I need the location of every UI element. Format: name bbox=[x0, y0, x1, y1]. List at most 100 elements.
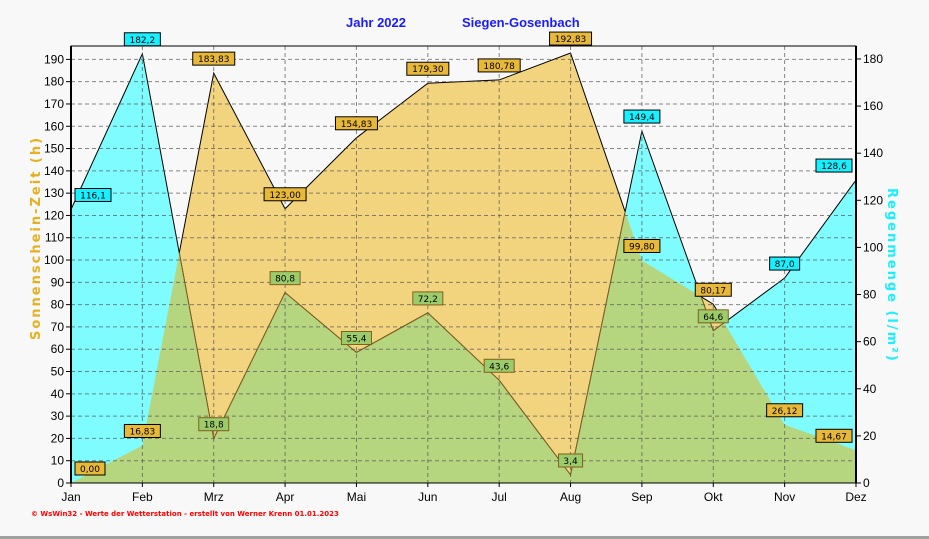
data-label-box bbox=[123, 32, 161, 47]
y-tick-label: 180 bbox=[44, 75, 64, 89]
data-label-text: 80,17 bbox=[700, 286, 726, 296]
y-axis-label: Sonnenschein-Zeit (h) bbox=[29, 136, 44, 340]
y-tick-label: 110 bbox=[45, 231, 64, 245]
data-label-box bbox=[334, 116, 378, 131]
data-label-text: 180,78 bbox=[483, 62, 515, 72]
data-label-box bbox=[263, 187, 307, 202]
sunshine-data-label: 183,83 bbox=[192, 51, 236, 66]
data-label-box bbox=[192, 51, 236, 66]
x-tick-label: Nov bbox=[774, 490, 795, 504]
data-label-box bbox=[74, 187, 112, 202]
data-label-box bbox=[483, 358, 515, 373]
data-label-text: 179,30 bbox=[412, 65, 444, 75]
data-label-text: 128,6 bbox=[821, 162, 847, 172]
data-labels: 0,00 16,83 183,83 123,00 154,83 179,30 180,78 1… bbox=[74, 31, 853, 476]
sunshine-data-label: 80,17 bbox=[694, 282, 732, 297]
sunshine-data-label: 180,78 bbox=[477, 58, 521, 73]
x-tick-label: Jan bbox=[61, 490, 80, 504]
y2-tick-label: 40 bbox=[863, 382, 877, 396]
y-tick-label: 50 bbox=[51, 365, 65, 379]
rain-data-label: 72,2 bbox=[412, 291, 444, 306]
data-label-text: 26,12 bbox=[772, 407, 798, 417]
rain-data-label: 87,0 bbox=[769, 256, 801, 271]
sunshine-data-label: 14,67 bbox=[815, 428, 853, 443]
y-tick-label: 100 bbox=[44, 253, 64, 267]
data-label-box bbox=[477, 58, 521, 73]
data-label-text: 116,1 bbox=[80, 191, 106, 201]
data-label-box bbox=[766, 403, 804, 418]
sunshine-data-label: 0,00 bbox=[74, 461, 106, 476]
data-label-text: 182,2 bbox=[129, 36, 155, 46]
data-label-box bbox=[815, 428, 853, 443]
y-tick-label: 140 bbox=[44, 164, 64, 178]
rain-data-label: 64,6 bbox=[697, 309, 729, 324]
data-label-text: 192,83 bbox=[555, 35, 587, 45]
y2-tick-label: 60 bbox=[863, 335, 877, 349]
data-label-box bbox=[198, 417, 230, 432]
data-label-box bbox=[123, 423, 161, 438]
y-tick-label: 60 bbox=[51, 342, 65, 356]
data-label-text: 123,00 bbox=[269, 191, 301, 201]
data-label-text: 87,0 bbox=[775, 260, 795, 270]
y-tick-label: 150 bbox=[44, 142, 64, 156]
sunshine-data-label: 192,83 bbox=[549, 31, 593, 46]
data-label-text: 18,8 bbox=[204, 421, 224, 431]
data-label-box bbox=[269, 271, 301, 286]
chart-title: Jahr 2022 bbox=[346, 15, 406, 30]
data-label-text: 55,4 bbox=[346, 334, 366, 344]
rain-data-label: 149,4 bbox=[623, 109, 661, 124]
y-tick-label: 130 bbox=[44, 186, 64, 200]
y2-tick-label: 120 bbox=[863, 193, 883, 207]
y2-tick-label: 20 bbox=[863, 429, 877, 443]
data-label-box bbox=[412, 291, 444, 306]
y-tick-label: 70 bbox=[51, 320, 65, 334]
chart-subtitle: Siegen-Gosenbach bbox=[462, 15, 580, 30]
data-label-text: 154,83 bbox=[341, 120, 373, 130]
y-tick-label: 120 bbox=[44, 208, 64, 222]
rain-data-label: 182,2 bbox=[123, 32, 161, 47]
sunshine-data-label: 123,00 bbox=[263, 187, 307, 202]
x-tick-label: Mai bbox=[347, 490, 366, 504]
data-label-text: 80,8 bbox=[275, 275, 295, 285]
y-tick-label: 190 bbox=[44, 52, 64, 66]
data-label-box bbox=[697, 309, 729, 324]
rain-data-label: 3,4 bbox=[558, 453, 584, 468]
x-tick-label: Dez bbox=[845, 490, 866, 504]
y-tick-label: 10 bbox=[51, 454, 65, 468]
data-label-box bbox=[694, 282, 732, 297]
rain-data-label: 80,8 bbox=[269, 271, 301, 286]
data-label-box bbox=[815, 158, 853, 173]
x-tick-label: Jul bbox=[492, 490, 507, 504]
sunshine-data-label: 26,12 bbox=[766, 403, 804, 418]
x-tick-label: Sep bbox=[631, 490, 653, 504]
y-tick-label: 160 bbox=[44, 119, 64, 133]
data-label-box bbox=[623, 238, 661, 253]
data-label-box bbox=[769, 256, 801, 271]
rain-data-label: 128,6 bbox=[815, 158, 853, 173]
y-tick-label: 20 bbox=[51, 431, 65, 445]
sunshine-data-label: 16,83 bbox=[123, 423, 161, 438]
y2-tick-label: 140 bbox=[863, 146, 883, 160]
y-tick-label: 40 bbox=[51, 387, 65, 401]
sunshine-data-label: 99,80 bbox=[623, 238, 661, 253]
footer-credit: © WsWin32 - Werte der Wetterstation - er… bbox=[31, 510, 339, 518]
data-label-box bbox=[549, 31, 593, 46]
data-label-box bbox=[340, 330, 372, 345]
data-label-box bbox=[558, 453, 584, 468]
data-label-text: 149,4 bbox=[629, 113, 655, 123]
data-label-text: 64,6 bbox=[703, 313, 723, 323]
x-tick-label: Feb bbox=[132, 490, 153, 504]
sunshine-data-label: 154,83 bbox=[334, 116, 378, 131]
data-label-text: 43,6 bbox=[489, 362, 509, 372]
data-label-text: 0,00 bbox=[80, 465, 100, 475]
y-tick-label: 0 bbox=[57, 476, 64, 490]
rain-data-label: 18,8 bbox=[198, 417, 230, 432]
y2-tick-label: 160 bbox=[863, 99, 883, 113]
data-label-text: 14,67 bbox=[821, 432, 847, 442]
data-label-text: 16,83 bbox=[129, 427, 155, 437]
x-tick-label: Aug bbox=[560, 490, 581, 504]
y2-tick-label: 80 bbox=[863, 288, 877, 302]
x-tick-label: Apr bbox=[276, 490, 295, 504]
x-tick-label: Okt bbox=[704, 490, 723, 504]
